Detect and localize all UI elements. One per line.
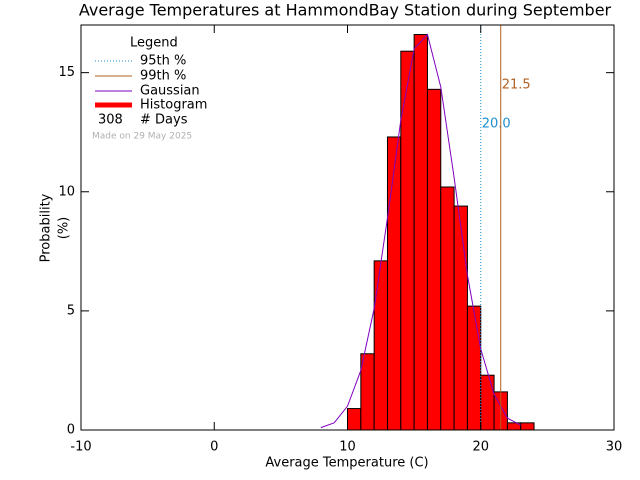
gaussian-line bbox=[320, 33, 521, 429]
y-tick-label: 10 bbox=[58, 184, 75, 199]
bar bbox=[347, 408, 362, 431]
day-count: 308 bbox=[98, 113, 123, 128]
day-count-label: # Days bbox=[140, 113, 188, 128]
bar bbox=[440, 186, 455, 431]
bar bbox=[413, 34, 428, 431]
bar bbox=[520, 422, 535, 431]
y-tick-label: 15 bbox=[58, 65, 75, 80]
y-tick-label: 5 bbox=[67, 303, 75, 318]
x-axis-label: Average Temperature (C) bbox=[265, 456, 428, 471]
bar bbox=[453, 205, 468, 431]
legend-title: Legend bbox=[130, 36, 178, 51]
x-tick-label: 0 bbox=[210, 440, 218, 455]
bar bbox=[426, 88, 442, 431]
chart-title: Average Temperatures at HammondBay Stati… bbox=[79, 1, 612, 20]
legend-label: 99th % bbox=[140, 69, 186, 84]
x-tick-label: 30 bbox=[606, 440, 623, 455]
bar bbox=[386, 136, 402, 431]
bar bbox=[373, 260, 388, 431]
bar bbox=[480, 374, 495, 431]
x-tick-label: 10 bbox=[339, 440, 356, 455]
x-tick-label: -10 bbox=[70, 440, 91, 455]
y-axis-label: Probability bbox=[39, 193, 54, 262]
y-tick-label: 0 bbox=[67, 423, 75, 438]
y-axis-label: (%) bbox=[57, 217, 72, 240]
bar bbox=[466, 305, 482, 431]
bar bbox=[360, 353, 375, 431]
footnote: Made on 29 May 2025 bbox=[92, 132, 192, 142]
percentile-label: 20.0 bbox=[482, 117, 511, 132]
legend-label: Gaussian bbox=[140, 84, 200, 99]
legend-label: Histogram bbox=[140, 98, 207, 113]
legend-label: 95th % bbox=[140, 54, 186, 69]
x-tick-label: 20 bbox=[472, 440, 489, 455]
percentile-label: 21.5 bbox=[502, 78, 531, 93]
